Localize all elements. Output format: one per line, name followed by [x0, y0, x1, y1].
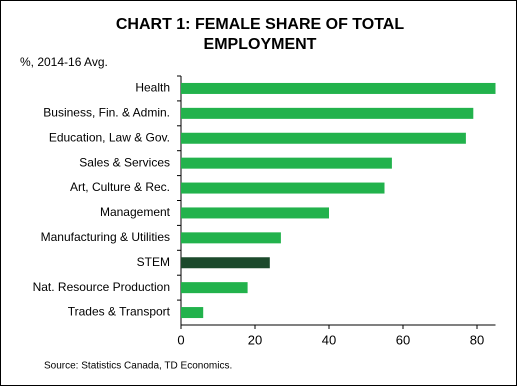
chart-title: EMPLOYMENT [204, 36, 317, 53]
x-tick-label: 20 [248, 332, 262, 347]
bar [181, 107, 474, 119]
y-tick-label: Health [135, 81, 170, 95]
x-tick-label: 0 [177, 332, 184, 347]
y-tick-label: Sales & Services [79, 155, 170, 169]
subtitle: %, 2014-16 Avg. [20, 55, 108, 69]
bar [181, 82, 496, 94]
x-tick-label: 60 [396, 332, 410, 347]
y-tick-label: Education, Law & Gov. [49, 130, 170, 144]
bar [181, 232, 281, 244]
x-tick-label: 80 [470, 332, 484, 347]
y-tick-label: Business, Fin. & Admin. [43, 106, 170, 120]
y-tick-label: Manufacturing & Utilities [41, 230, 170, 244]
bar [181, 207, 329, 219]
y-tick-label: Nat. Resource Production [33, 280, 170, 294]
y-tick-label: Management [100, 205, 171, 219]
bar [181, 182, 385, 194]
bar [181, 282, 248, 294]
y-tick-label: STEM [137, 255, 170, 269]
bar [181, 157, 392, 169]
bar [181, 307, 204, 319]
y-tick-label: Trades & Transport [68, 305, 171, 319]
bar [181, 257, 270, 269]
source: Source: Statistics Canada, TD Economics. [44, 361, 232, 372]
y-tick-label: Art, Culture & Rec. [70, 180, 170, 194]
x-tick-label: 40 [322, 332, 336, 347]
chart-title: CHART 1: FEMALE SHARE OF TOTAL [116, 16, 405, 33]
bar [181, 132, 466, 144]
